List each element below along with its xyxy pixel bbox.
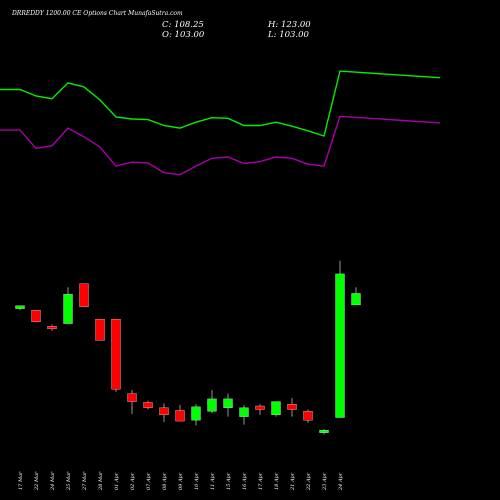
- candle-18-apr: [271, 401, 281, 417]
- candlesticks: [15, 260, 361, 435]
- candle-body: [95, 318, 105, 341]
- candle-body: [31, 310, 41, 322]
- candle-21-apr: [287, 398, 297, 417]
- candle-25-mar: [63, 287, 73, 324]
- candle-11-apr: [207, 390, 217, 414]
- x-tick-label: 22 Mar: [34, 471, 40, 491]
- candle-body: [127, 393, 137, 402]
- candle-body: [63, 294, 73, 324]
- candle-body: [287, 404, 297, 410]
- chart-title: DRREDDY 1200.00 CE Options Chart MunafaS…: [11, 10, 183, 17]
- close-value: C: 108.25: [162, 20, 204, 30]
- candle-body: [207, 398, 217, 412]
- upper-band-line: [0, 70, 441, 137]
- candle-body: [335, 273, 345, 418]
- x-tick-label: 24 Apr: [338, 472, 344, 491]
- candle-27-mar: [79, 283, 89, 307]
- candle-body: [351, 293, 361, 306]
- candle-body: [223, 398, 233, 408]
- high-value: H: 123.00: [267, 20, 311, 30]
- candle-body: [15, 305, 25, 309]
- candle-09-apr: [175, 405, 185, 422]
- candle-body: [47, 326, 57, 330]
- candle-17-apr: [255, 404, 265, 415]
- candle-22-mar: [31, 310, 41, 322]
- candle-07-apr: [143, 400, 153, 410]
- x-tick-label: 09 Apr: [178, 472, 184, 490]
- lower-band-line: [0, 115, 441, 176]
- x-tick-label: 22 Apr: [306, 472, 312, 491]
- x-tick-label: 25 Mar: [66, 471, 72, 491]
- candle-24-mar: [47, 324, 57, 331]
- x-tick-label: 16 Apr: [242, 472, 248, 490]
- candle-body: [111, 318, 121, 390]
- candle-22-apr: [303, 409, 313, 423]
- x-tick-label: 21 Apr: [290, 472, 296, 491]
- candle-body: [319, 430, 329, 433]
- candle-10-apr: [191, 404, 201, 426]
- candle-02-apr: [127, 390, 137, 414]
- x-tick-label: 18 Apr: [274, 472, 280, 490]
- candle-01-apr: [111, 318, 121, 392]
- x-tick-label: 08 Apr: [162, 472, 168, 490]
- low-value: L: 103.00: [267, 30, 310, 40]
- candle-current: [351, 287, 361, 306]
- candle-17-mar: [15, 305, 25, 311]
- x-tick-label: 17 Apr: [258, 472, 264, 490]
- candle-body: [159, 407, 169, 416]
- candle-body: [191, 406, 201, 421]
- x-axis-labels: 17 Mar 22 Mar 24 Mar 25 Mar 27 Mar 28 Mar 01 A…: [18, 471, 344, 491]
- x-tick-label: 17 Mar: [18, 471, 24, 490]
- candle-body: [239, 407, 249, 417]
- candle-28-mar: [95, 318, 105, 341]
- candle-body: [303, 411, 313, 421]
- x-tick-label: 10 Apr: [194, 472, 200, 490]
- candle-08-apr: [159, 403, 169, 422]
- candle-16-apr: [239, 405, 249, 425]
- x-tick-label: 07 Apr: [146, 472, 152, 490]
- candle-body: [255, 405, 265, 410]
- candle-body: [143, 402, 153, 408]
- x-tick-label: 01 Apr: [114, 472, 120, 490]
- x-tick-label: 23 Apr: [322, 472, 328, 491]
- x-tick-label: 27 Mar: [82, 471, 88, 491]
- candle-23-apr: [319, 429, 329, 435]
- open-value: O: 103.00: [162, 30, 205, 40]
- x-tick-label: 24 Mar: [50, 471, 56, 491]
- candle-body: [175, 410, 185, 422]
- x-tick-label: 28 Mar: [98, 471, 104, 491]
- price-bands: [0, 70, 441, 176]
- candle-24-apr: [335, 260, 345, 418]
- x-tick-label: 02 Apr: [130, 472, 136, 490]
- candle-body: [271, 401, 281, 416]
- candle-15-apr: [223, 393, 233, 417]
- x-tick-label: 15 Apr: [226, 472, 232, 490]
- candle-body: [79, 283, 89, 307]
- x-tick-label: 11 Apr: [210, 472, 216, 490]
